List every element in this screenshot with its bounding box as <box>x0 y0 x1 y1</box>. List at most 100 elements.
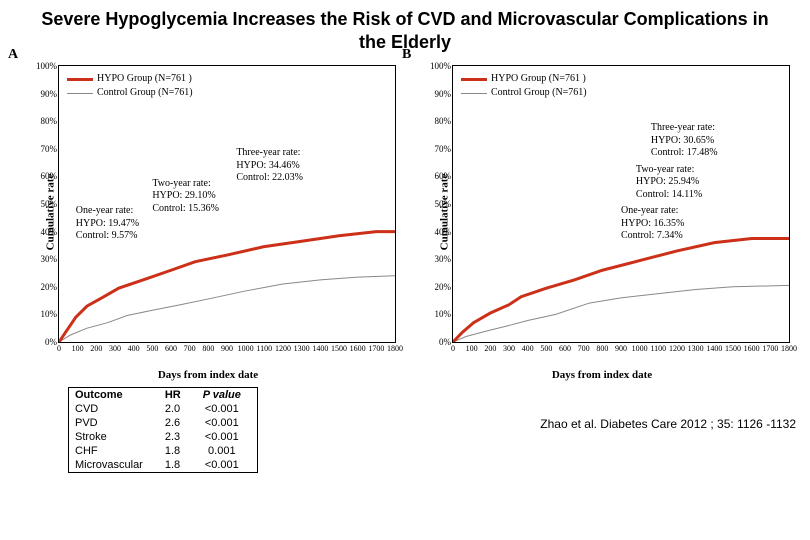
bottom-row: Outcome HR P value CVD2.0<0.001PVD2.6<0.… <box>0 381 810 473</box>
table-row: CVD2.0<0.001 <box>69 402 258 416</box>
table-cell: 1.8 <box>159 444 197 458</box>
chart-annotation: One-year rate:HYPO: 16.35%Control: 7.34% <box>621 205 684 243</box>
panel-b: B Cumulative rate HYPO Group (N=761 ) Co… <box>408 57 796 381</box>
x-tick: 1700 <box>368 344 384 353</box>
y-tick: 50% <box>435 199 452 209</box>
y-axis-label-b: Cumulative rate <box>438 174 450 251</box>
chart-annotation: Two-year rate:HYPO: 25.94%Control: 14.11… <box>636 164 702 202</box>
table-cell: CVD <box>69 402 159 416</box>
x-tick: 1800 <box>387 344 403 353</box>
chart-annotation: One-year rate:HYPO: 19.47%Control: 9.57% <box>76 205 139 243</box>
x-tick: 1300 <box>294 344 310 353</box>
chart-panels: A Cumulative rate HYPO Group (N=761 ) Co… <box>0 57 810 381</box>
table-cell: <0.001 <box>197 430 258 444</box>
legend-hypo-b: HYPO Group (N=761 ) <box>461 72 587 86</box>
y-tick: 80% <box>435 116 452 126</box>
x-tick: 300 <box>109 344 121 353</box>
x-tick: 0 <box>451 344 455 353</box>
table-cell: <0.001 <box>197 416 258 430</box>
x-tick: 100 <box>466 344 478 353</box>
legend-line-hypo <box>67 78 93 81</box>
y-tick: 30% <box>435 254 452 264</box>
y-tick: 10% <box>435 309 452 319</box>
table-cell: 2.0 <box>159 402 197 416</box>
plot-b: HYPO Group (N=761 ) Control Group (N=761… <box>452 65 790 343</box>
x-tick: 1400 <box>312 344 328 353</box>
x-tick: 100 <box>72 344 84 353</box>
x-tick: 500 <box>540 344 552 353</box>
y-tick: 20% <box>41 282 58 292</box>
x-tick: 500 <box>146 344 158 353</box>
y-tick: 100% <box>36 61 57 71</box>
x-tick: 1300 <box>688 344 704 353</box>
x-tick: 1400 <box>706 344 722 353</box>
plot-a: HYPO Group (N=761 ) Control Group (N=761… <box>58 65 396 343</box>
table-cell: CHF <box>69 444 159 458</box>
table-row: CHF1.80.001 <box>69 444 258 458</box>
y-tick: 40% <box>435 227 452 237</box>
table-header-row: Outcome HR P value <box>69 388 258 403</box>
x-tick: 600 <box>165 344 177 353</box>
x-tick: 700 <box>578 344 590 353</box>
x-tick: 1000 <box>632 344 648 353</box>
legend-control-b: Control Group (N=761) <box>461 86 587 100</box>
chart-annotation: Three-year rate:HYPO: 30.65%Control: 17.… <box>651 122 718 160</box>
x-tick: 800 <box>202 344 214 353</box>
table-row: Microvascular1.8<0.001 <box>69 458 258 473</box>
x-tick: 900 <box>221 344 233 353</box>
table-cell: <0.001 <box>197 458 258 473</box>
table-row: PVD2.6<0.001 <box>69 416 258 430</box>
table-cell: 2.6 <box>159 416 197 430</box>
outcomes-table: Outcome HR P value CVD2.0<0.001PVD2.6<0.… <box>68 387 258 473</box>
x-tick: 1000 <box>238 344 254 353</box>
y-tick: 80% <box>41 116 58 126</box>
legend-control-label-b: Control Group (N=761) <box>491 86 587 100</box>
table-cell: Stroke <box>69 430 159 444</box>
table-cell: PVD <box>69 416 159 430</box>
x-tick: 1800 <box>781 344 797 353</box>
y-tick: 10% <box>41 309 58 319</box>
x-axis-label-b: Days from index date <box>408 369 796 381</box>
chart-annotation: Three-year rate:HYPO: 34.46%Control: 22.… <box>236 147 303 185</box>
curves-a <box>59 66 395 342</box>
chart-b: Cumulative rate HYPO Group (N=761 ) Cont… <box>408 57 796 367</box>
y-tick: 90% <box>41 89 58 99</box>
x-tick: 800 <box>596 344 608 353</box>
legend-a: HYPO Group (N=761 ) Control Group (N=761… <box>67 72 193 100</box>
y-tick: 60% <box>41 171 58 181</box>
x-tick: 1100 <box>650 344 666 353</box>
chart-a: Cumulative rate HYPO Group (N=761 ) Cont… <box>14 57 402 367</box>
table-cell: <0.001 <box>197 402 258 416</box>
x-tick: 0 <box>57 344 61 353</box>
table-cell: 1.8 <box>159 458 197 473</box>
legend-control-label: Control Group (N=761) <box>97 86 193 100</box>
x-tick: 1700 <box>762 344 778 353</box>
legend-line-hypo-b <box>461 78 487 81</box>
y-tick: 90% <box>435 89 452 99</box>
x-tick: 400 <box>128 344 140 353</box>
th-outcome: Outcome <box>69 388 159 403</box>
curve <box>453 285 789 342</box>
chart-annotation: Two-year rate:HYPO: 29.10%Control: 15.36… <box>152 178 219 216</box>
y-tick: 60% <box>435 171 452 181</box>
y-tick: 70% <box>435 144 452 154</box>
legend-line-control-b <box>461 93 487 94</box>
y-tick: 0% <box>439 337 451 347</box>
legend-control: Control Group (N=761) <box>67 86 193 100</box>
curve <box>59 276 395 342</box>
y-tick: 100% <box>430 61 451 71</box>
x-tick: 1200 <box>275 344 291 353</box>
curves-b <box>453 66 789 342</box>
legend-hypo-label-b: HYPO Group (N=761 ) <box>491 72 586 86</box>
x-tick: 1600 <box>744 344 760 353</box>
y-tick: 20% <box>435 282 452 292</box>
th-pvalue: P value <box>197 388 258 403</box>
y-tick: 70% <box>41 144 58 154</box>
table-cell: 2.3 <box>159 430 197 444</box>
curve <box>59 232 395 342</box>
x-tick: 700 <box>184 344 196 353</box>
th-hr: HR <box>159 388 197 403</box>
y-tick: 0% <box>45 337 57 347</box>
x-tick: 200 <box>90 344 102 353</box>
y-tick: 30% <box>41 254 58 264</box>
